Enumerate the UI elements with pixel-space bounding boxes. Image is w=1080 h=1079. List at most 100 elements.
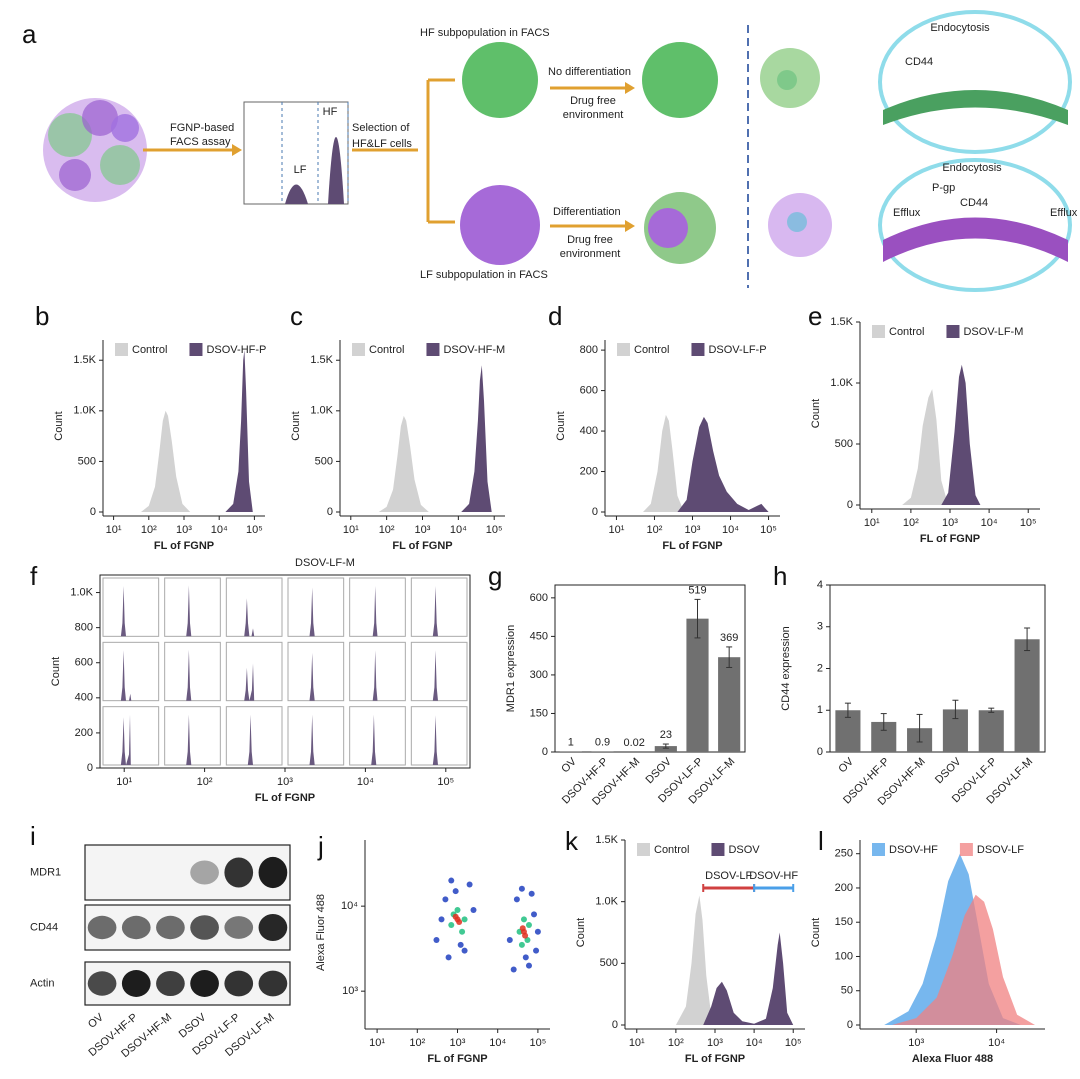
- band: [190, 970, 219, 997]
- panel-a: a FGNP-based FACS assay HF LF Selection …: [22, 10, 1078, 292]
- subpop-title: LF subpopulation in FACS: [420, 269, 548, 281]
- bar: [1014, 639, 1040, 752]
- legend-label: DSOV-HF: [889, 844, 938, 856]
- point: [528, 890, 535, 897]
- histogram-area: [141, 410, 191, 512]
- cell-frame: [164, 706, 221, 766]
- x-axis-label: FL of FGNP: [392, 540, 452, 552]
- zoom-text: Efflux: [1050, 207, 1078, 219]
- x-tick-label: 10³: [277, 776, 293, 788]
- point: [452, 888, 459, 895]
- y-tick-label: 0: [87, 762, 93, 774]
- point: [513, 896, 520, 903]
- x-tick-label: 10⁵: [246, 524, 263, 536]
- cell-frame: [287, 706, 345, 766]
- point: [531, 911, 538, 918]
- zoom-text: Endocytosis: [942, 162, 1002, 174]
- y-tick-label: 10³: [342, 985, 358, 997]
- histogram-area: [432, 586, 438, 637]
- x-tick-label: 10⁵: [760, 524, 777, 536]
- point: [445, 954, 452, 961]
- histogram-area: [432, 715, 438, 765]
- y-tick-label: 0: [327, 506, 333, 518]
- cell-frame: [287, 641, 345, 702]
- panel-label: l: [818, 826, 824, 856]
- point: [470, 907, 477, 914]
- arrow-text: Drug free: [567, 234, 613, 246]
- histogram-area: [378, 415, 429, 512]
- panel-label: d: [548, 301, 562, 331]
- x-tick-label: 10¹: [864, 517, 880, 529]
- band: [87, 915, 117, 940]
- x-tick-label: 10²: [409, 1037, 425, 1049]
- step-text: Selection of: [352, 122, 410, 134]
- x-tick-label: 10³: [415, 524, 431, 536]
- histogram-area: [309, 587, 315, 637]
- plot-frame: [99, 574, 471, 769]
- x-tick-label: 10⁴: [450, 524, 467, 536]
- blot-row-label: Actin: [30, 977, 54, 989]
- y-tick-label: 450: [530, 630, 548, 642]
- y-tick-label: 150: [530, 707, 548, 719]
- lane-label: OV: [86, 1011, 106, 1031]
- x-tick-label: 10³: [685, 524, 701, 536]
- blot-row-label: MDR1: [30, 866, 61, 878]
- panel-label: i: [30, 821, 36, 851]
- data-label: 369: [720, 632, 738, 644]
- y-tick-label: 1.0K: [595, 896, 618, 908]
- panel-label: f: [30, 561, 38, 591]
- step-text: FGNP-based: [170, 122, 234, 134]
- histogram-area: [244, 663, 255, 701]
- cell-frame: [225, 577, 283, 637]
- y-tick-label: 400: [75, 692, 93, 704]
- y-tick-label: 500: [835, 438, 853, 450]
- x-tick-label: 10³: [942, 517, 958, 529]
- y-tick-label: 4: [817, 579, 823, 591]
- histogram-area: [247, 714, 253, 765]
- histogram-area: [309, 652, 315, 701]
- y-tick-label: 1.5K: [73, 354, 96, 366]
- x-tick-label: 10¹: [116, 776, 132, 788]
- y-axis-label: Count: [53, 411, 65, 440]
- y-axis-label: Alexa Fluor 488: [315, 894, 327, 971]
- legend-swatch: [872, 843, 885, 856]
- panel-label: k: [565, 826, 579, 856]
- histogram-area: [941, 364, 981, 505]
- legend-label: DSOV-LF: [977, 844, 1024, 856]
- band: [224, 857, 254, 888]
- legend-swatch: [426, 343, 440, 356]
- range-label: DSOV-LF: [705, 870, 752, 882]
- y-tick-label: 1.0K: [73, 405, 96, 417]
- histogram-area: [186, 649, 192, 701]
- y-tick-label: 0: [612, 1019, 618, 1031]
- band: [87, 971, 117, 996]
- x-tick-label: 10²: [903, 517, 919, 529]
- x-tick-label: OV: [559, 755, 579, 775]
- y-axis-label: MDR1 expression: [505, 625, 517, 712]
- point: [525, 962, 532, 969]
- cell-frame: [102, 641, 160, 702]
- histogram-area: [902, 389, 949, 505]
- legend-swatch: [637, 843, 650, 856]
- bar: [654, 746, 677, 752]
- histogram-area: [677, 416, 769, 512]
- subpop-title: HF subpopulation in FACS: [420, 27, 550, 39]
- histogram-area: [372, 586, 378, 637]
- x-axis-label: FL of FGNP: [427, 1053, 487, 1065]
- bar: [686, 618, 709, 752]
- cell-frame: [164, 577, 221, 637]
- arrow-text: Differentiation: [553, 206, 621, 218]
- band: [224, 970, 254, 997]
- x-axis-label: Alexa Fluor 488: [912, 1053, 993, 1065]
- point: [457, 941, 464, 948]
- x-axis-label: FL of FGNP: [662, 540, 722, 552]
- chart-title: DSOV-LF-M: [295, 557, 355, 569]
- point: [518, 885, 525, 892]
- x-tick-label: 10⁴: [357, 776, 374, 788]
- x-axis-label: FL of FGNP: [154, 540, 214, 552]
- x-tick-label: 10³: [707, 1037, 723, 1049]
- point: [510, 966, 517, 973]
- legend-swatch: [691, 343, 705, 356]
- bar: [978, 710, 1004, 752]
